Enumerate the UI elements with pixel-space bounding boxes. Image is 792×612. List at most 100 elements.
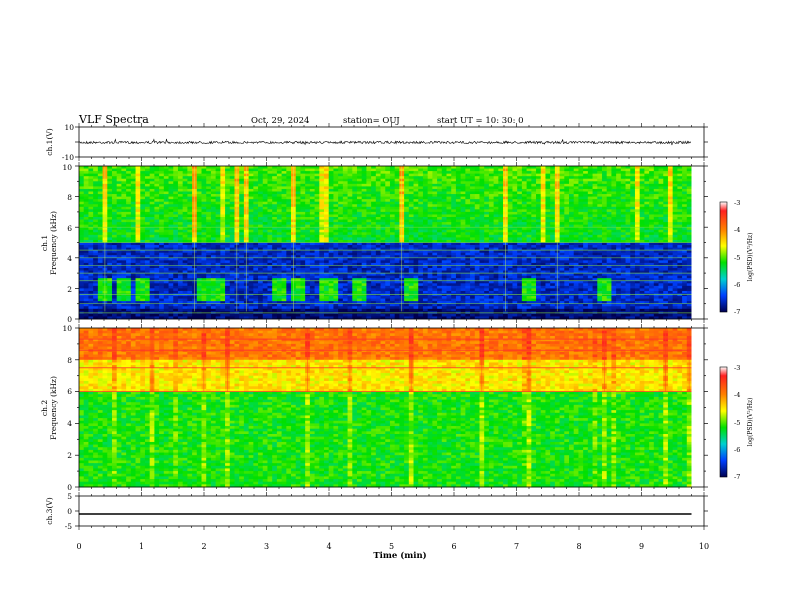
spectrogram-cell [130, 257, 136, 261]
spectrogram-cell [540, 196, 546, 200]
spectrogram-cell [597, 234, 603, 238]
spectrogram-cell [342, 260, 348, 264]
spectrogram-cell [564, 191, 570, 195]
spectrogram-cell [667, 168, 674, 172]
spectrogram-cell [408, 168, 414, 172]
spectrogram-cell [375, 181, 381, 185]
spectrogram-cell [196, 186, 202, 190]
spectrogram-cell [526, 188, 532, 192]
spectrogram-cell [173, 181, 179, 185]
spectrogram-cell [620, 183, 626, 187]
spectrogram-cell [672, 191, 678, 195]
spectrogram-cell [432, 199, 438, 203]
spectrogram-cell [107, 239, 113, 243]
spectrogram-cell [559, 183, 565, 187]
spectrogram-cell [361, 237, 367, 241]
spectrogram-cell [517, 239, 523, 243]
spectrogram-cell [559, 188, 565, 192]
spectrogram-cell [677, 168, 683, 172]
spectrogram-cell [625, 206, 631, 210]
spectrogram-cell [517, 194, 523, 197]
spectrogram-cell [253, 262, 259, 266]
spectrogram-cell [225, 257, 231, 261]
spectrogram-cell [375, 204, 381, 208]
spectrogram-cell [352, 222, 358, 226]
spectrogram-cell [196, 211, 202, 215]
spectrogram-cell [342, 214, 348, 218]
spectrogram-cell [658, 201, 664, 205]
spectrogram-cell [592, 242, 598, 246]
spectrogram-cell [620, 171, 626, 175]
spectrogram-cell [168, 247, 174, 251]
spectrogram-cell [418, 196, 424, 200]
spectrogram-cell [333, 194, 339, 197]
spectrogram-cell [159, 178, 165, 182]
spectrogram-cell [550, 242, 556, 246]
spectrogram-cell [220, 239, 226, 243]
spectrogram-cell [215, 191, 221, 195]
spectrogram-cell [177, 206, 184, 210]
spectrogram-cell [592, 186, 598, 190]
spectrogram-cell [371, 209, 377, 213]
spectrogram-cell [658, 191, 664, 195]
spectrogram-cell [498, 222, 504, 226]
spectrogram-cell [305, 222, 311, 226]
spectrogram-cell [154, 252, 160, 256]
spectrogram-cell [116, 255, 122, 259]
spectrogram-cell [564, 234, 570, 238]
spectrogram-cell [258, 191, 264, 195]
spectrogram-cell [606, 245, 612, 248]
spectrogram-cell [677, 245, 683, 248]
spectrogram-cell [272, 173, 278, 177]
spectrogram-cell [634, 199, 641, 203]
spectrogram-cell [93, 201, 99, 205]
spectrogram-cell [79, 188, 85, 192]
spectrogram-cell [531, 252, 537, 256]
spectrogram-cell [253, 196, 259, 200]
spectrogram-cell [512, 237, 518, 241]
spectrogram-cell [253, 206, 259, 210]
spectrogram-cell [550, 194, 556, 197]
spectrogram-cell [328, 245, 334, 248]
spectrogram-cell [569, 252, 575, 256]
spectrogram-cell [154, 196, 160, 200]
spectrogram-cell [418, 168, 424, 172]
spectrogram-cell [130, 181, 136, 185]
spectrogram-cell [663, 196, 669, 200]
spectrogram-cell [583, 232, 589, 236]
spectrogram-cell [276, 247, 282, 251]
spectrogram-cell [484, 234, 490, 238]
spectrogram-cell [305, 204, 311, 208]
spectrogram-cell [606, 260, 612, 264]
spectrogram-cell [342, 239, 348, 243]
spectrogram-cell [107, 217, 113, 220]
spectrogram-cell [616, 178, 622, 182]
spectrogram-cell [437, 211, 443, 215]
spectrogram-cell [319, 206, 325, 210]
spectrogram-cell [437, 245, 443, 248]
spectrogram-cell [493, 188, 499, 192]
spectrogram-cell [107, 171, 113, 175]
spectrogram-cell [521, 260, 527, 264]
spectrogram-cell [201, 176, 207, 180]
spectrogram-cell [210, 242, 217, 246]
spectrogram-cell [465, 178, 471, 182]
spectrogram-cell [484, 194, 490, 197]
spectrogram-cell [663, 211, 669, 215]
spectrogram-cell [97, 227, 103, 231]
spectrogram-cell [484, 247, 490, 251]
spectrogram-cell [300, 173, 306, 177]
spectrogram-cell [93, 206, 99, 210]
spectrogram-cell [206, 242, 212, 246]
spectrogram-cell [276, 234, 282, 238]
spectrogram-cell [210, 239, 217, 243]
spectrogram-cell [545, 168, 551, 172]
spectrogram-cell [498, 214, 504, 218]
spectrogram-cell [300, 229, 306, 233]
spectrogram-cell [111, 252, 118, 256]
spectrogram-cell [441, 252, 447, 256]
spectrogram-cell [634, 237, 641, 241]
spectrogram-cell [130, 229, 136, 233]
spectrogram-cell [408, 224, 414, 228]
spectrogram-cell [215, 173, 221, 177]
